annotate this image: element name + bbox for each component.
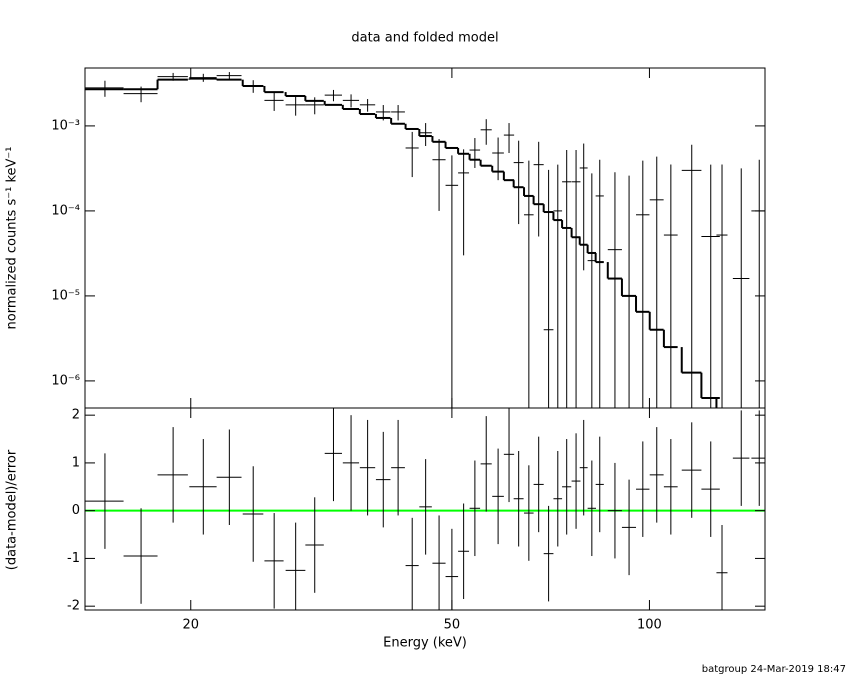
- plot-frame: [84, 67, 766, 409]
- x-tick-label: 100: [637, 618, 662, 633]
- plot-frame: [84, 407, 766, 611]
- y-tick-label: 10⁻⁵: [51, 288, 80, 303]
- y-tick-label: 10⁻⁴: [51, 203, 80, 218]
- chart-title: data and folded model: [351, 31, 498, 46]
- panel: [85, 72, 765, 408]
- panel: [85, 408, 765, 610]
- y-tick-label: 0: [72, 503, 80, 518]
- y-tick-label: 2: [72, 408, 80, 423]
- y-tick-label: 10⁻⁶: [51, 373, 80, 388]
- y-tick-label: 10⁻³: [51, 118, 80, 133]
- x-tick-label: 50: [444, 618, 461, 633]
- x-tick-label: 20: [182, 618, 199, 633]
- y-axis-label: normalized counts s⁻¹ keV⁻¹: [5, 147, 20, 330]
- y-tick-label: -1: [67, 551, 80, 566]
- y-tick-label: -2: [67, 599, 80, 614]
- y-tick-label: 1: [72, 455, 80, 470]
- x-axis-label: Energy (keV): [383, 636, 467, 651]
- y-axis-label: (data-model)/error: [5, 449, 20, 570]
- footer: batgroup 24-Mar-2019 18:47: [702, 664, 846, 675]
